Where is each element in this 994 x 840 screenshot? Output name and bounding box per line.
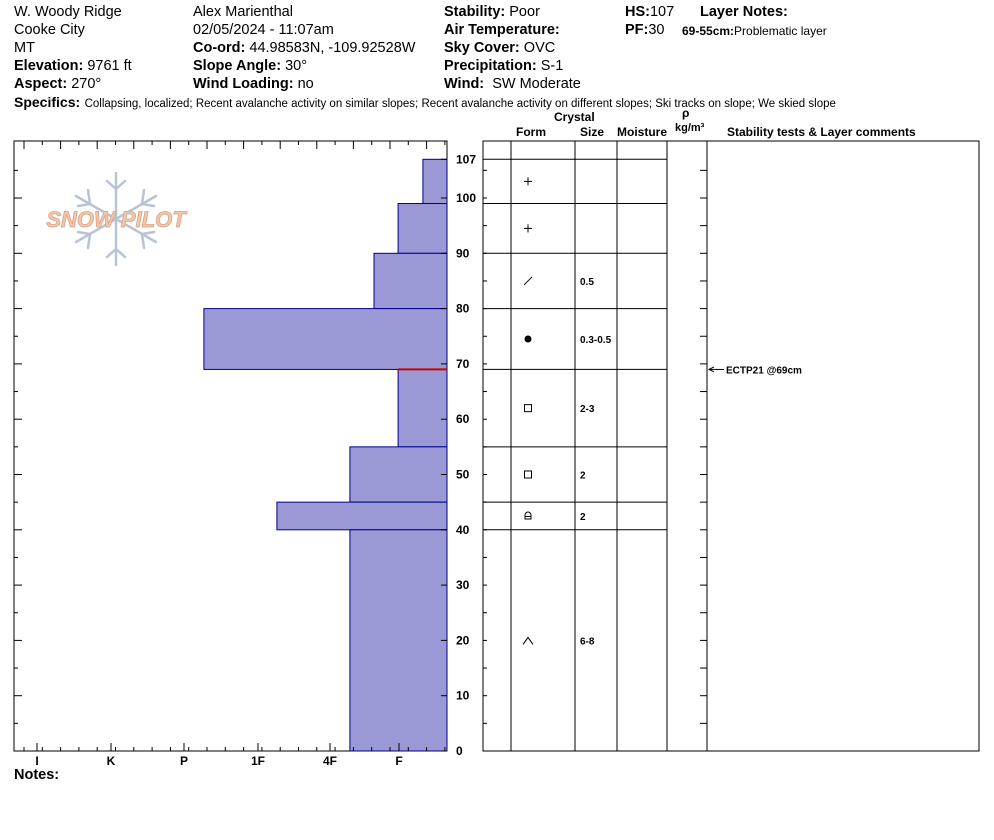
crystal-size: 2 <box>580 512 586 523</box>
depth-tick-label: 10 <box>456 689 470 703</box>
datetime: 02/05/2024 - 11:07am <box>193 22 334 38</box>
city: Cooke City <box>14 22 85 38</box>
snowpilot-logo: SNOW PILOT <box>46 171 188 267</box>
crystal-size: 0.3-0.5 <box>580 335 612 346</box>
moisture-header: Moisture <box>617 125 668 139</box>
crystal-size: 0.5 <box>580 277 594 288</box>
aspect: Aspect: 270° <box>14 76 102 92</box>
square-icon-outline <box>524 404 532 413</box>
slash-icon <box>523 276 533 286</box>
faceted-rounded-icon-outline <box>524 511 532 520</box>
crystal-size: 2 <box>580 471 586 482</box>
pf: PF:30 <box>625 22 665 38</box>
wind-loading: Wind Loading: no <box>193 76 314 92</box>
layer-notes-label: Layer Notes: <box>700 4 788 20</box>
hardness-bar <box>397 368 448 448</box>
faceted-rounded-icon <box>524 511 532 520</box>
hs: HS:107 <box>625 4 675 20</box>
stability-test-label: ECTP21 @69cm <box>726 365 802 376</box>
depth-tick-label: 100 <box>456 191 476 205</box>
layer-note: 69-55cm:Problematic layer <box>682 24 827 38</box>
notes-label: Notes: <box>14 767 60 783</box>
dot-icon-fill <box>524 335 532 343</box>
location-name: W. Woody Ridge <box>14 4 122 20</box>
stability-test-arrowhead <box>707 366 715 373</box>
square-icon-outline <box>524 470 532 479</box>
snowflake-icon <box>74 171 158 267</box>
elevation: Elevation: 9761 ft <box>14 58 132 74</box>
dot-icon <box>524 335 532 343</box>
precipitation: Precipitation: S-1 <box>444 58 564 74</box>
specifics: Specifics: Collapsing, localized; Recent… <box>14 94 836 110</box>
observer: Alex Marienthal <box>193 4 293 20</box>
layer-table-frame <box>482 140 980 752</box>
snowpilot-logo-text: SNOW PILOT <box>46 207 187 232</box>
hardness-bar <box>349 446 448 503</box>
form-header: Form <box>516 125 546 139</box>
depth-tick-label: 30 <box>456 578 470 592</box>
caret-icon <box>522 636 534 645</box>
hardness-bar <box>349 529 448 752</box>
square-icon <box>524 470 532 479</box>
density-unit-header: kg/m³ <box>675 122 705 134</box>
plus-icon <box>524 224 532 233</box>
stability: Stability: Poor <box>444 4 540 20</box>
hardness-bar <box>373 252 448 310</box>
crystal-size: 2-3 <box>580 404 595 415</box>
stability-tests-header: Stability tests & Layer comments <box>727 125 916 139</box>
caret-icon-stroke <box>522 636 534 645</box>
hardness-tick-label: P <box>180 754 188 768</box>
crystal-header: Crystal <box>554 110 595 124</box>
size-header: Size <box>580 125 605 139</box>
depth-tick-label: 90 <box>456 246 470 260</box>
square-icon <box>524 404 532 413</box>
slash-icon-stroke <box>523 276 533 286</box>
depth-tick-label: 80 <box>456 302 470 316</box>
hardness-bar <box>203 308 448 370</box>
slope-angle: Slope Angle: 30° <box>193 58 308 74</box>
coordinates: Co-ord: 44.98583N, -109.92528W <box>193 40 416 56</box>
hardness-tick-label: F <box>395 754 402 768</box>
hardness-tick-label: 4F <box>323 754 337 768</box>
hardness-bar <box>397 203 448 254</box>
depth-tick-label: 0 <box>456 744 463 758</box>
depth-tick-label: 70 <box>456 357 470 371</box>
hardness-tick-label: I <box>35 754 38 768</box>
crystal-size: 6-8 <box>580 636 595 647</box>
depth-tick-label: 107 <box>456 152 476 166</box>
depth-tick-label: 60 <box>456 412 470 426</box>
air-temperature: Air Temperature: <box>444 22 560 38</box>
rho-header: ρ <box>682 106 690 120</box>
sky-cover: Sky Cover: OVC <box>444 40 556 56</box>
hardness-tick-label: 1F <box>251 754 265 768</box>
hardness-tick-label: K <box>107 754 116 768</box>
wind: Wind: SW Moderate <box>444 76 581 92</box>
depth-tick-label: 50 <box>456 468 470 482</box>
hardness-bar <box>422 158 448 205</box>
depth-tick-label: 40 <box>456 523 470 537</box>
plus-icon <box>524 177 532 186</box>
depth-tick-label: 20 <box>456 633 470 647</box>
hardness-bar <box>276 501 448 531</box>
state: MT <box>14 40 35 56</box>
